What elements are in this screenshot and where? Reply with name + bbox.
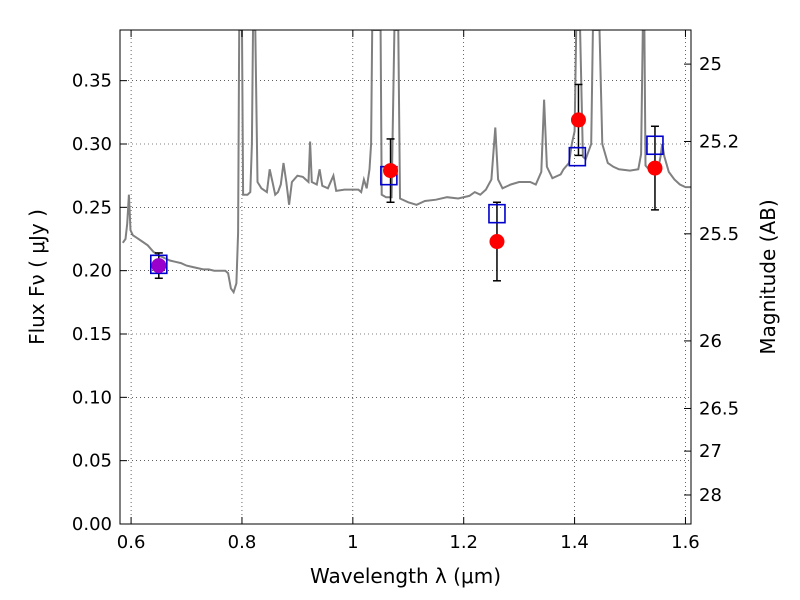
y-tick-label: 0.00 [72,514,112,535]
mag-tick-label: 25.2 [699,131,739,152]
y-tick-label: 0.10 [72,387,112,408]
axes: 0.6 0.8 1 1.2 1.4 1.6 0.00 0.05 0.10 0.15 0.20 0.25… [72,30,739,553]
observed-point [151,258,167,274]
mag-tick-label: 26.5 [699,398,739,419]
x-tick-label: 1.6 [671,532,700,553]
mag-tick-label: 26 [699,331,722,352]
observed-point [489,234,505,250]
spectrum [121,30,691,295]
x-tick-label: 1.2 [449,532,478,553]
x-axis-label: Wavelength λ (μm) [310,564,501,588]
y-tick-label: 0.05 [72,451,112,472]
plot-area [120,30,691,524]
markers [150,83,664,282]
model-square [488,203,506,224]
y-tick-label: 0.25 [72,197,112,218]
y2-axis-label: Magnitude (AB) [756,199,780,354]
observed-point [570,112,586,128]
mag-tick-label: 25 [699,54,722,75]
mag-tick-label: 25.5 [699,224,739,245]
x-tick-label: 0.8 [228,532,257,553]
observed-point [647,160,663,176]
spectrum-line [121,30,691,295]
model-square [568,146,587,167]
x-tick-label: 0.6 [117,532,146,553]
y-axis-label: Flux Fν ( μJy ) [25,209,49,345]
y-tick-label: 0.20 [72,261,112,282]
x-tick-label: 1 [347,532,358,553]
observed-point [383,163,399,179]
model-square [150,254,168,275]
mag-tick-label: 27 [699,441,722,462]
plot-frame [119,29,692,525]
y-tick-label: 0.15 [72,324,112,345]
y-tick-label: 0.30 [72,134,112,155]
mag-tick-label: 28 [699,485,722,506]
model-square [646,135,664,156]
x-tick-label: 1.4 [560,532,589,553]
y-tick-label: 0.35 [72,71,112,92]
